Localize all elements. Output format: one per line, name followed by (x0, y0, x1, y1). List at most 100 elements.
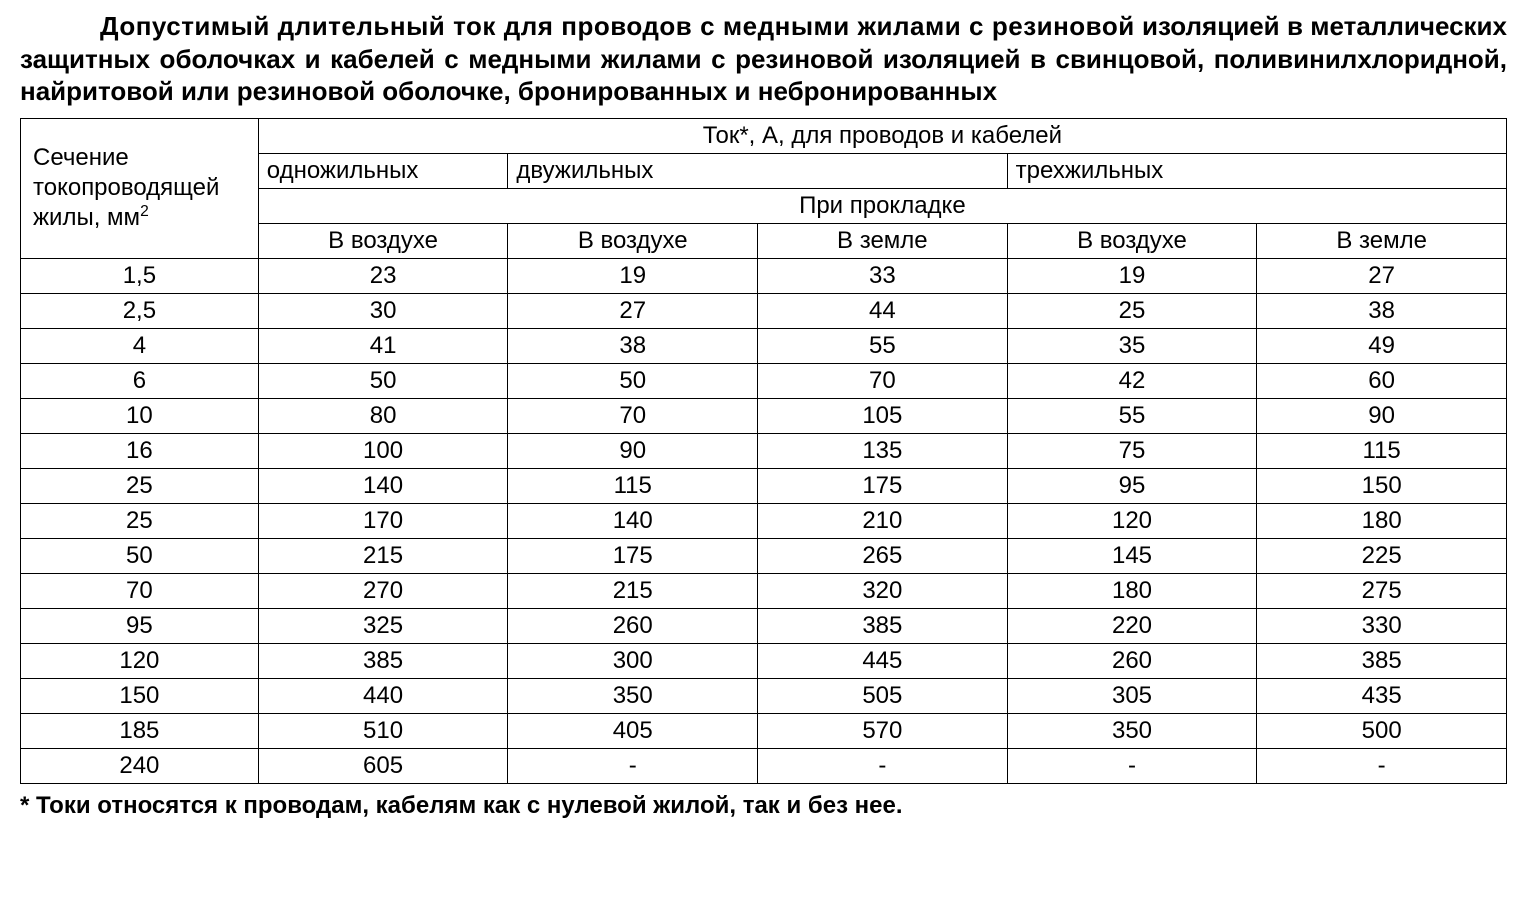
value-cell: - (508, 748, 758, 783)
section-cell: 95 (21, 608, 259, 643)
sub-header-2: В воздухе (508, 223, 758, 258)
sub-header-5: В земле (1257, 223, 1507, 258)
value-cell: 50 (508, 363, 758, 398)
value-cell: 385 (258, 643, 508, 678)
value-cell: 115 (508, 468, 758, 503)
value-cell: 23 (258, 258, 508, 293)
value-cell: 350 (508, 678, 758, 713)
table-row: 161009013575115 (21, 433, 1507, 468)
table-row: 50215175265145225 (21, 538, 1507, 573)
row-header-label: Сечение токопроводящей жилы, мм2 (21, 118, 259, 258)
value-cell: 150 (1257, 468, 1507, 503)
value-cell: 605 (258, 748, 508, 783)
value-cell: 50 (258, 363, 508, 398)
value-cell: 44 (758, 293, 1008, 328)
value-cell: 140 (508, 503, 758, 538)
value-cell: 330 (1257, 608, 1507, 643)
section-cell: 6 (21, 363, 259, 398)
table-header-row-1: Сечение токопроводящей жилы, мм2 Ток*, А… (21, 118, 1507, 153)
row-header-line2: токопроводящей (33, 174, 219, 201)
section-cell: 1,5 (21, 258, 259, 293)
value-cell: 350 (1007, 713, 1257, 748)
row-header-line1: Сечение (33, 144, 129, 171)
value-cell: 215 (258, 538, 508, 573)
value-cell: 60 (1257, 363, 1507, 398)
value-cell: 75 (1007, 433, 1257, 468)
value-cell: 175 (508, 538, 758, 573)
sub-header-1: В воздухе (258, 223, 508, 258)
value-cell: 180 (1007, 573, 1257, 608)
value-cell: 265 (758, 538, 1008, 573)
value-cell: 175 (758, 468, 1008, 503)
table-row: 95325260385220330 (21, 608, 1507, 643)
value-cell: 80 (258, 398, 508, 433)
value-cell: 385 (758, 608, 1008, 643)
sub-header-3: В земле (758, 223, 1008, 258)
sub-header-4: В воздухе (1007, 223, 1257, 258)
value-cell: 140 (258, 468, 508, 503)
group-header-2: двужильных (508, 153, 1007, 188)
value-cell: 215 (508, 573, 758, 608)
table-row: 65050704260 (21, 363, 1507, 398)
value-cell: 38 (1257, 293, 1507, 328)
value-cell: 510 (258, 713, 508, 748)
value-cell: 105 (758, 398, 1008, 433)
value-cell: - (1257, 748, 1507, 783)
mid-header: При прокладке (258, 188, 1506, 223)
value-cell: 260 (1007, 643, 1257, 678)
group-header-3: трехжильных (1007, 153, 1506, 188)
value-cell: 100 (258, 433, 508, 468)
value-cell: 180 (1257, 503, 1507, 538)
value-cell: 19 (508, 258, 758, 293)
value-cell: 435 (1257, 678, 1507, 713)
section-cell: 150 (21, 678, 259, 713)
value-cell: 41 (258, 328, 508, 363)
value-cell: 405 (508, 713, 758, 748)
value-cell: 210 (758, 503, 1008, 538)
value-cell: 385 (1257, 643, 1507, 678)
value-cell: 220 (1007, 608, 1257, 643)
value-cell: 33 (758, 258, 1008, 293)
section-cell: 16 (21, 433, 259, 468)
section-cell: 4 (21, 328, 259, 363)
value-cell: - (1007, 748, 1257, 783)
value-cell: 38 (508, 328, 758, 363)
value-cell: 90 (1257, 398, 1507, 433)
value-cell: 445 (758, 643, 1008, 678)
value-cell: 300 (508, 643, 758, 678)
table-row: 185510405570350500 (21, 713, 1507, 748)
value-cell: 25 (1007, 293, 1257, 328)
value-cell: 270 (258, 573, 508, 608)
value-cell: 19 (1007, 258, 1257, 293)
footnote: * Токи относятся к проводам, кабелям как… (20, 792, 1507, 820)
value-cell: 145 (1007, 538, 1257, 573)
table-row: 2,53027442538 (21, 293, 1507, 328)
section-cell: 10 (21, 398, 259, 433)
top-header: Ток*, А, для проводов и кабелей (258, 118, 1506, 153)
section-cell: 70 (21, 573, 259, 608)
section-cell: 185 (21, 713, 259, 748)
value-cell: 505 (758, 678, 1008, 713)
group-header-1: одножильных (258, 153, 508, 188)
row-header-line3: жилы, мм (33, 204, 140, 231)
table-row: 2514011517595150 (21, 468, 1507, 503)
table-row: 120385300445260385 (21, 643, 1507, 678)
section-cell: 25 (21, 503, 259, 538)
table-body: 1,523193319272,5302744253844138553549650… (21, 258, 1507, 783)
value-cell: 260 (508, 608, 758, 643)
value-cell: 570 (758, 713, 1008, 748)
value-cell: 115 (1257, 433, 1507, 468)
value-cell: 95 (1007, 468, 1257, 503)
value-cell: 70 (758, 363, 1008, 398)
value-cell: 49 (1257, 328, 1507, 363)
value-cell: 170 (258, 503, 508, 538)
section-cell: 2,5 (21, 293, 259, 328)
value-cell: 225 (1257, 538, 1507, 573)
value-cell: 305 (1007, 678, 1257, 713)
value-cell: 55 (1007, 398, 1257, 433)
value-cell: 440 (258, 678, 508, 713)
table-row: 1,52319331927 (21, 258, 1507, 293)
value-cell: 500 (1257, 713, 1507, 748)
value-cell: 120 (1007, 503, 1257, 538)
value-cell: 325 (258, 608, 508, 643)
